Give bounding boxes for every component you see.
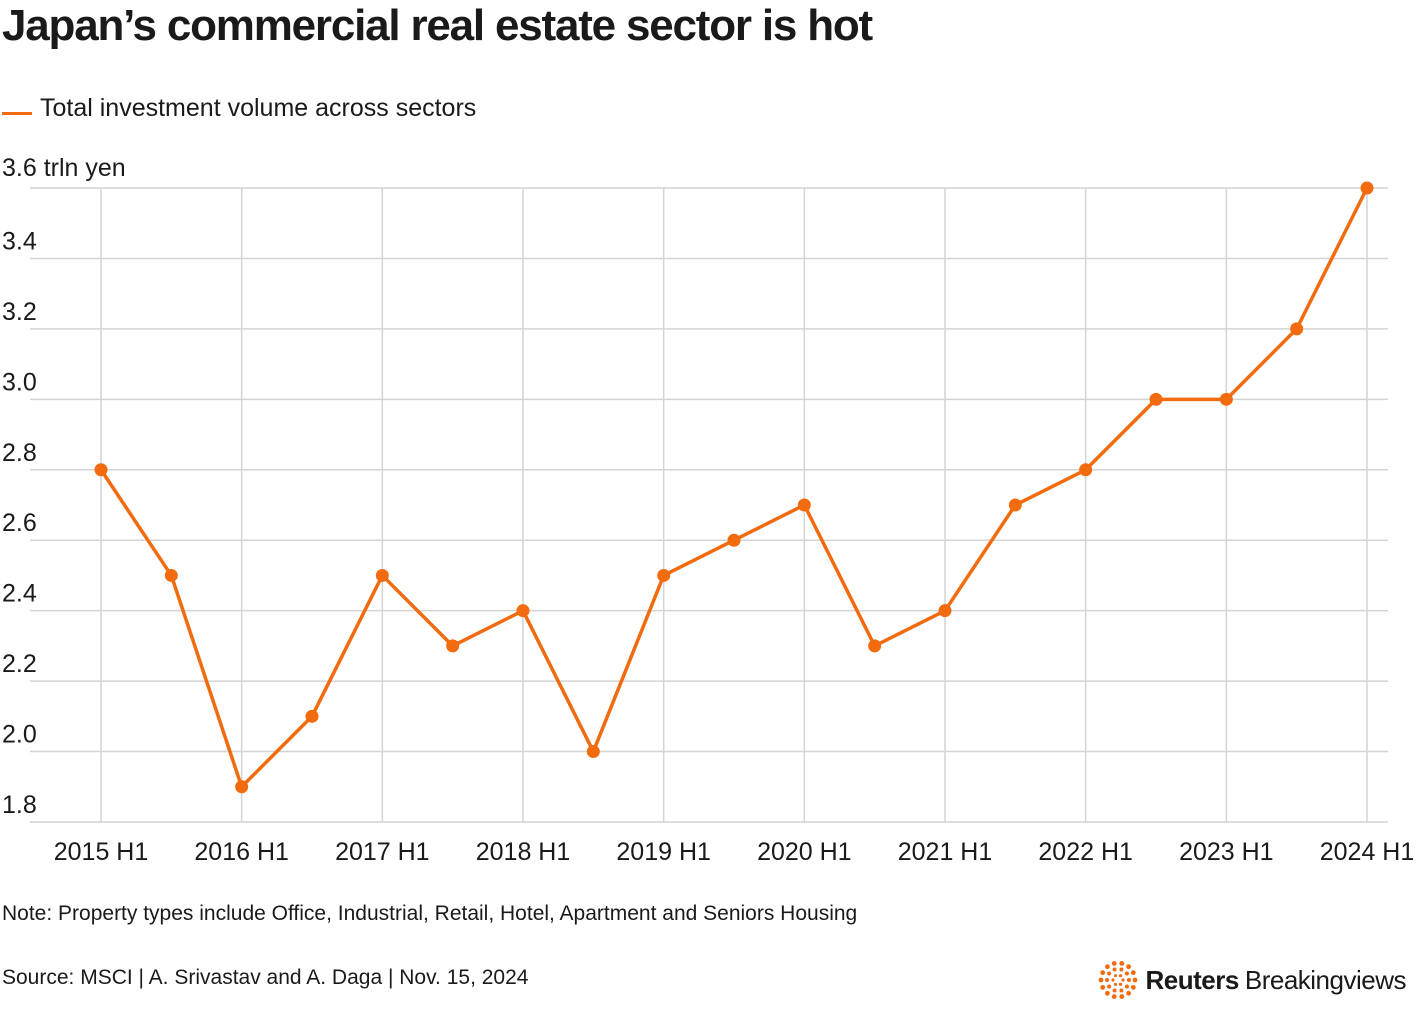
data-point: [164, 568, 178, 582]
y-tick-label: 2.2: [2, 650, 37, 678]
logo-dot: [1113, 982, 1117, 986]
brand-name: Reuters: [1145, 964, 1240, 995]
data-point: [375, 568, 389, 582]
logo-dot: [1112, 967, 1117, 972]
x-tick-label: 2024 H1: [1320, 838, 1415, 866]
y-axis-unit-label: 3.6 trln yen: [2, 154, 126, 182]
data-point: [1008, 498, 1022, 512]
data-point: [94, 463, 108, 477]
logo-dot: [1118, 961, 1124, 966]
logo-dot: [1104, 978, 1109, 982]
brand-product: Breakingviews: [1244, 964, 1407, 995]
y-tick-label: 2.4: [2, 580, 37, 608]
chart-source: Source: MSCI | A. Srivastav and A. Daga …: [2, 966, 529, 989]
logo-dot: [1106, 971, 1111, 976]
reuters-dot-ring-icon: [1098, 961, 1137, 999]
data-point: [1290, 322, 1304, 336]
logo-dot: [1118, 967, 1123, 972]
y-tick-label: 2.0: [2, 721, 37, 749]
data-point: [1149, 392, 1163, 406]
data-point: [1079, 463, 1093, 477]
x-tick-label: 2019 H1: [616, 838, 711, 866]
logo-dot: [1110, 978, 1115, 982]
logo-dot: [1126, 978, 1131, 982]
data-point: [1219, 392, 1233, 406]
y-tick-label: 1.8: [2, 791, 37, 819]
data-point: [868, 639, 882, 653]
logo-dot: [1118, 982, 1122, 986]
logo-dot: [1124, 971, 1129, 976]
chart-note: Note: Property types include Office, Ind…: [2, 902, 858, 925]
data-point: [305, 709, 319, 723]
y-tick-label: 2.8: [2, 439, 37, 467]
legend-swatch: [2, 112, 32, 115]
x-tick-label: 2023 H1: [1179, 838, 1274, 866]
line-chart: 1.8 2.0 2.2 2.4 2.6 2.8 3.0 3.2 3.4 2015 H1 2016 H…: [2, 181, 1415, 866]
x-tick-label: 2021 H1: [898, 838, 993, 866]
y-tick-label: 3.0: [2, 368, 37, 396]
data-point: [797, 498, 811, 512]
data-point: [657, 568, 671, 582]
logo-dot: [1118, 994, 1124, 999]
logo-dot: [1130, 970, 1136, 976]
legend: Total investment volume across sectors: [2, 94, 476, 123]
data-point: [1360, 181, 1374, 195]
data-point: [516, 604, 530, 618]
x-tick-label: 2016 H1: [194, 838, 289, 866]
legend-label: Total investment volume across sectors: [40, 94, 477, 122]
logo-dot: [1111, 961, 1117, 966]
y-tick-label: 2.6: [2, 509, 37, 537]
logo-dot: [1112, 988, 1117, 993]
logo-dot: [1099, 984, 1105, 990]
chart-title: Japan’s commercial real estate sector is…: [2, 1, 873, 50]
logo-dot: [1118, 988, 1123, 993]
logo-dot: [1132, 977, 1137, 983]
logo-dot: [1120, 978, 1125, 982]
logo-dot: [1098, 977, 1103, 983]
x-tick-label: 2015 H1: [54, 838, 149, 866]
logo-dot: [1113, 974, 1117, 978]
logo-dot: [1099, 970, 1105, 976]
data-point: [586, 745, 600, 759]
y-tick-label: 3.2: [2, 298, 37, 326]
logo-dot: [1118, 974, 1122, 978]
logo-dot: [1104, 990, 1110, 996]
logo-dot: [1130, 984, 1136, 990]
logo-dot: [1125, 990, 1131, 996]
x-tick-label: 2022 H1: [1038, 838, 1133, 866]
logo-dot: [1124, 984, 1129, 989]
logo-dot: [1104, 964, 1110, 970]
logo-dot: [1125, 964, 1131, 970]
data-point: [727, 533, 741, 547]
data-point: [446, 639, 460, 653]
data-point: [235, 780, 249, 794]
x-tick-label: 2018 H1: [476, 838, 571, 866]
logo-dot: [1111, 994, 1117, 999]
series-line: [99, 186, 1369, 789]
x-tick-label: 2020 H1: [757, 838, 852, 866]
logo-dot: [1106, 984, 1111, 989]
brand: Reuters Breakingviews: [1098, 960, 1407, 1000]
y-tick-label: 3.4: [2, 227, 37, 255]
data-point: [938, 604, 952, 618]
x-tick-label: 2017 H1: [335, 838, 430, 866]
